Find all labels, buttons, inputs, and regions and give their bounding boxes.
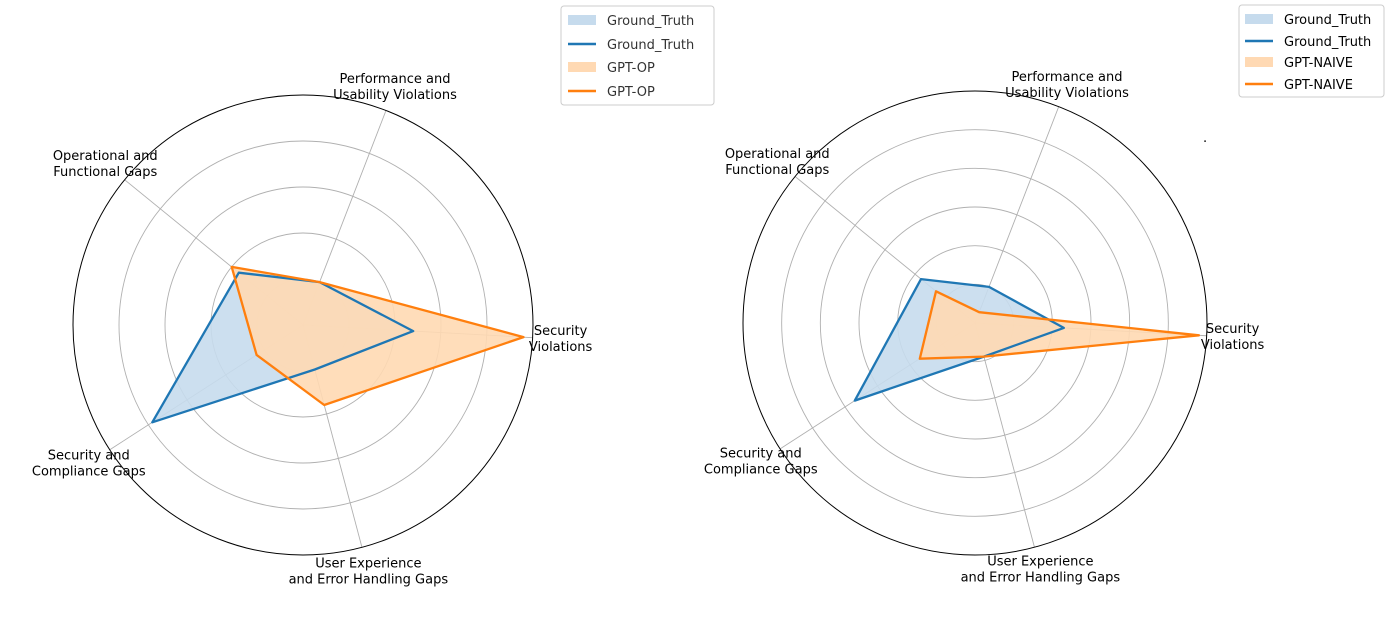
series-line-ground-truth <box>151 271 415 424</box>
axis-label: Security and Compliance Gaps <box>32 448 146 479</box>
axis-label: Operational and Functional Gaps <box>53 149 158 180</box>
legend-label: GPT-OP <box>607 61 655 76</box>
grid-ring <box>819 167 1131 479</box>
legend-label: GPT-NAIVE <box>1284 56 1353 71</box>
legend-gpt-naive: Ground_Truth Ground_Truth GPT-NAIVE GPT-… <box>1238 4 1385 98</box>
legend-label: GPT-OP <box>607 85 655 100</box>
legend-gpt-op: Ground_Truth Ground_Truth GPT-OP GPT-OP <box>560 5 715 106</box>
axis-label: Security Violations <box>529 324 593 355</box>
legend-swatch-gpt-naive-fill <box>1245 57 1273 67</box>
series-line-gpt-op <box>230 265 525 407</box>
axis-label: Performance and Usability Violations <box>333 72 457 103</box>
grid-spoke <box>974 322 1035 548</box>
legend-label: Ground_Truth <box>1284 35 1371 50</box>
polar-frame <box>72 94 534 556</box>
legend-label: Ground_Truth <box>607 14 694 29</box>
axis-label: Security Violations <box>1201 322 1265 353</box>
series-line-ground-truth <box>853 277 1065 402</box>
grid-ring <box>118 140 488 510</box>
axis-label: Security and Compliance Gaps <box>704 446 818 477</box>
stray-mark: · <box>1203 135 1207 150</box>
axis-label: User Experience and Error Handling Gaps <box>289 556 449 587</box>
legend-swatch-ground-truth-fill <box>568 15 596 25</box>
radar-chart-gpt-naive: Security Violations Performance and Usabili… <box>704 70 1265 585</box>
legend-swatch-gpt-op-fill <box>568 62 596 72</box>
series-line-gpt-naive <box>918 290 1201 360</box>
legend-swatch-ground-truth-fill <box>1245 14 1273 24</box>
grid-ring <box>781 129 1169 517</box>
series-area-gpt-op <box>231 266 524 405</box>
legend-label: Ground_Truth <box>607 38 694 53</box>
legend-label: GPT-NAIVE <box>1284 78 1353 93</box>
axis-label: Operational and Functional Gaps <box>725 147 830 178</box>
polar-frame <box>742 90 1208 556</box>
radar-chart-gpt-op: Security Violations Performance and Usabili… <box>32 72 593 587</box>
legend-label: Ground_Truth <box>1284 13 1371 28</box>
axis-label: User Experience and Error Handling Gaps <box>961 554 1121 585</box>
axis-label: Performance and Usability Violations <box>1005 70 1129 101</box>
